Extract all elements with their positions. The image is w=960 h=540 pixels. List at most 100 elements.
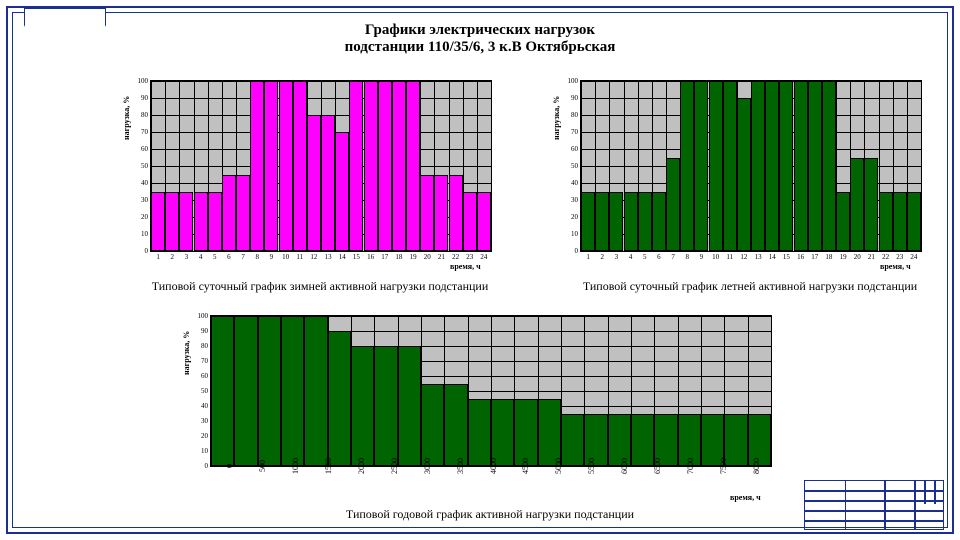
x-tick: 18 [825, 251, 832, 261]
bar [179, 192, 193, 252]
x-tick: 7 [671, 251, 675, 261]
y-tick: 60 [571, 145, 581, 153]
bar [449, 175, 463, 252]
x-tick: 3500 [442, 458, 465, 474]
x-tick: 14 [339, 251, 346, 261]
x-tick: 4000 [475, 458, 498, 474]
x-tick: 6 [657, 251, 661, 261]
y-tick: 80 [141, 111, 151, 119]
chart-annual: нагрузка, % 0102030405060708090100050010… [210, 315, 770, 505]
bar [477, 192, 491, 252]
x-tick: 13 [755, 251, 762, 261]
y-tick: 10 [201, 447, 211, 455]
bar [444, 384, 467, 467]
bar [680, 81, 694, 251]
x-tick: 6000 [606, 458, 629, 474]
bar [293, 81, 307, 251]
bar [864, 158, 878, 252]
plot-area-annual: 0102030405060708090100050010001500200025… [210, 315, 772, 467]
bar [328, 331, 351, 466]
bar [779, 81, 793, 251]
x-tick: 22 [882, 251, 889, 261]
bar [581, 192, 595, 252]
bar [822, 81, 836, 251]
bar [349, 81, 363, 251]
x-tick: 23 [896, 251, 903, 261]
bar [335, 132, 349, 251]
x-tick: 12 [310, 251, 317, 261]
x-tick: 16 [797, 251, 804, 261]
x-tick: 500 [244, 460, 267, 472]
bar [281, 316, 304, 466]
plot-area-winter: 0102030405060708090100123456789101112131… [150, 80, 492, 252]
bar [378, 81, 392, 251]
y-tick: 50 [201, 387, 211, 395]
bar [211, 316, 234, 466]
y-tick: 80 [571, 111, 581, 119]
x-tick: 5 [213, 251, 217, 261]
page-title: Графики электрических нагрузок подстанци… [0, 22, 960, 57]
chart-summer: нагрузка, % 0102030405060708090100123456… [580, 80, 920, 280]
x-tick: 2 [601, 251, 605, 261]
y-tick: 20 [141, 213, 151, 221]
x-tick: 8 [256, 251, 260, 261]
y-tick: 10 [571, 230, 581, 238]
y-tick: 90 [571, 94, 581, 102]
x-tick: 9 [270, 251, 274, 261]
x-tick: 20 [854, 251, 861, 261]
bar [652, 192, 666, 252]
bar [264, 81, 278, 251]
bar [765, 81, 779, 251]
x-tick: 24 [910, 251, 917, 261]
y-tick: 80 [201, 342, 211, 350]
x-tick: 11 [726, 251, 733, 261]
bar [491, 399, 514, 467]
x-tick: 20 [424, 251, 431, 261]
y-tick: 10 [141, 230, 151, 238]
x-tick: 10 [282, 251, 289, 261]
x-tick: 18 [395, 251, 402, 261]
x-tick: 2 [171, 251, 175, 261]
bar [723, 81, 737, 251]
bar [392, 81, 406, 251]
y-tick: 30 [571, 196, 581, 204]
bar [514, 399, 537, 467]
bar [420, 175, 434, 252]
caption-annual: Типовой годовой график активной нагрузки… [210, 508, 770, 521]
x-tick: 23 [466, 251, 473, 261]
x-axis-label: время, ч [450, 262, 481, 271]
x-tick: 14 [769, 251, 776, 261]
bar [258, 316, 281, 466]
x-tick: 13 [325, 251, 332, 261]
x-tick: 12 [740, 251, 747, 261]
y-tick: 100 [198, 312, 212, 320]
bar [151, 192, 165, 252]
x-tick: 17 [381, 251, 388, 261]
x-tick: 10 [712, 251, 719, 261]
plot-area-summer: 0102030405060708090100123456789101112131… [580, 80, 922, 252]
bar [737, 98, 751, 251]
x-tick: 2000 [343, 458, 366, 474]
x-tick: 1 [156, 251, 160, 261]
y-tick: 50 [141, 162, 151, 170]
bar [709, 81, 723, 251]
bar [907, 192, 921, 252]
y-tick: 30 [141, 196, 151, 204]
bar [836, 192, 850, 252]
x-tick: 7500 [705, 458, 728, 474]
y-tick: 100 [138, 77, 152, 85]
x-tick: 17 [811, 251, 818, 261]
bar [434, 175, 448, 252]
x-tick: 3 [615, 251, 619, 261]
y-tick: 70 [571, 128, 581, 136]
title-block-stamp [804, 480, 944, 530]
x-tick: 24 [480, 251, 487, 261]
bar [208, 192, 222, 252]
bar [638, 192, 652, 252]
x-tick: 8 [686, 251, 690, 261]
x-tick: 8000 [738, 458, 761, 474]
x-tick: 7 [241, 251, 245, 261]
y-tick: 40 [201, 402, 211, 410]
bar [624, 192, 638, 252]
x-tick: 1000 [277, 458, 300, 474]
